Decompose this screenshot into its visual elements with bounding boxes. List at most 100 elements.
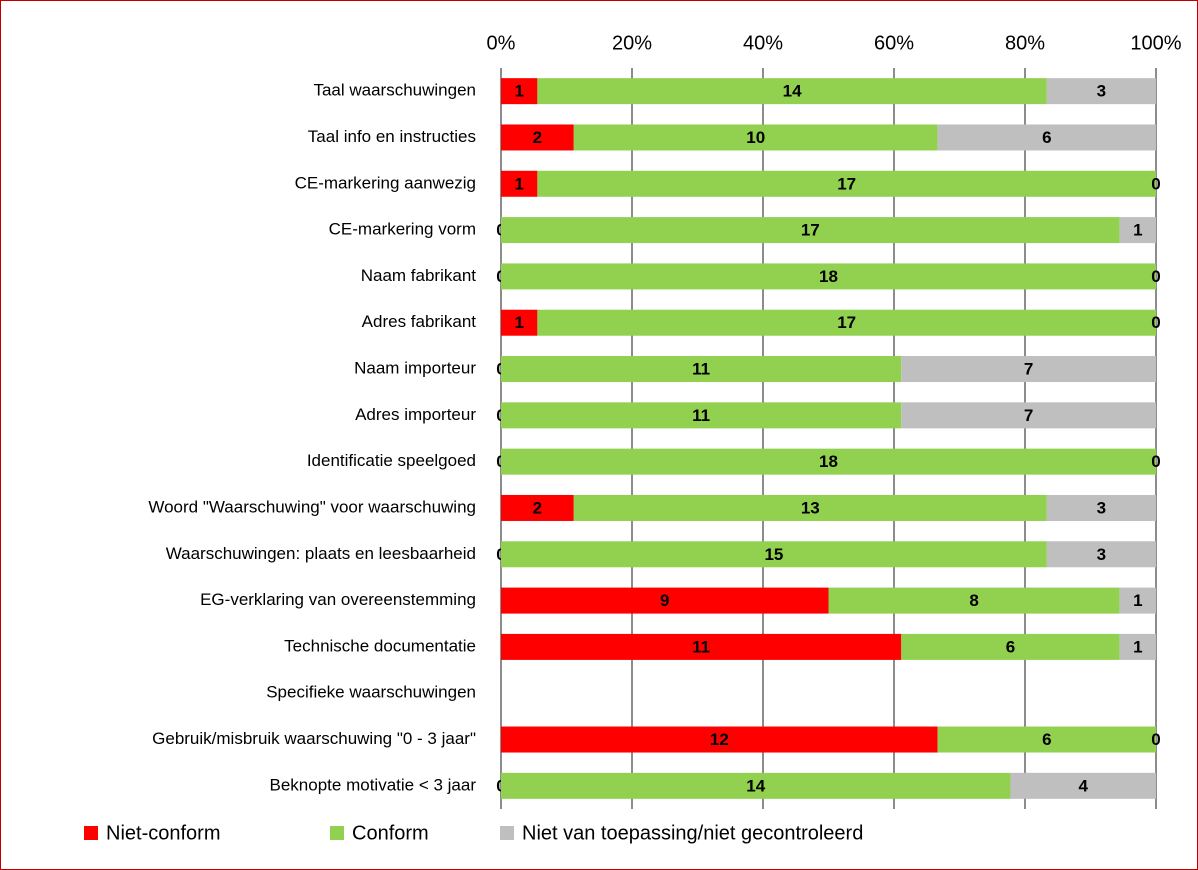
y-tick-label: Identificatie speelgoed (307, 451, 476, 470)
bar-segment (1046, 494, 1156, 521)
bar-segment (501, 587, 829, 614)
value-label: 11 (692, 406, 710, 425)
x-tick-label: 100% (1130, 32, 1181, 54)
y-tick-label: Naam importeur (354, 359, 476, 378)
value-label: 6 (1042, 128, 1051, 147)
bar-segment (1046, 78, 1156, 105)
bar-segment (501, 217, 1120, 244)
value-label: 0 (1151, 730, 1160, 749)
value-label: 1 (1133, 637, 1142, 656)
legend-label: Niet van toepassing/niet gecontroleerd (522, 822, 863, 844)
legend-swatch (500, 826, 514, 840)
value-label: 7 (1024, 360, 1033, 379)
bar-segment (501, 772, 1011, 799)
legend-swatch (330, 826, 344, 840)
y-tick-label: Adres fabrikant (362, 312, 477, 331)
bar-segment (501, 263, 1156, 290)
y-tick-label: CE-markering aanwezig (295, 173, 476, 192)
bar-segment (501, 124, 574, 151)
bar-segment (1010, 772, 1156, 799)
y-tick-label: CE-markering vorm (329, 220, 476, 239)
value-label: 17 (801, 221, 820, 240)
bar-segment (1119, 633, 1156, 660)
value-label: 2 (533, 498, 542, 517)
x-tick-label: 20% (612, 32, 652, 54)
value-label: 10 (746, 128, 765, 147)
x-tick-label: 40% (743, 32, 783, 54)
bar-segment (901, 402, 1156, 429)
y-tick-label: Gebruik/misbruik waarschuwing "0 - 3 jaa… (152, 729, 476, 748)
y-tick-label: Woord "Waarschuwing" voor waarschuwing (148, 497, 476, 516)
value-label: 3 (1097, 498, 1106, 517)
y-tick-label: EG-verklaring van overeenstemming (200, 590, 476, 609)
value-label: 11 (692, 637, 710, 656)
value-label: 12 (710, 730, 729, 749)
bar-segment (501, 309, 538, 336)
y-tick-label: Naam fabrikant (361, 266, 477, 285)
y-tick-label: Adres importeur (355, 405, 476, 424)
value-label: 6 (1042, 730, 1051, 749)
value-label: 17 (837, 313, 856, 332)
value-label: 0 (1151, 452, 1160, 471)
value-label: 1 (514, 82, 523, 101)
value-label: 18 (819, 452, 838, 471)
value-label: 0 (1151, 267, 1160, 286)
bar-segment (901, 633, 1120, 660)
bar-segment (937, 726, 1156, 753)
x-tick-label: 80% (1005, 32, 1045, 54)
bar-segment (573, 124, 938, 151)
value-label: 13 (801, 498, 820, 517)
value-label: 8 (969, 591, 978, 610)
value-label: 17 (837, 174, 856, 193)
value-label: 1 (514, 313, 523, 332)
bar-segment (501, 356, 902, 383)
value-label: 7 (1024, 406, 1033, 425)
bar-segment (537, 170, 1156, 197)
value-label: 15 (764, 545, 783, 564)
value-label: 3 (1097, 545, 1106, 564)
y-tick-label: Taal info en instructies (308, 127, 476, 146)
legend-label: Conform (352, 822, 429, 844)
bar-segment (501, 402, 902, 429)
value-label: 18 (819, 267, 838, 286)
legend-label: Niet-conform (106, 822, 220, 844)
value-label: 9 (660, 591, 669, 610)
bar-segment (1119, 217, 1156, 244)
value-label: 2 (533, 128, 542, 147)
bar-segment (1046, 541, 1156, 568)
bar-segment (1119, 587, 1156, 614)
value-label: 1 (514, 174, 523, 193)
bar-segment (501, 170, 538, 197)
bar-segment (501, 726, 938, 753)
bar-segment (537, 78, 1047, 105)
bar-segment (501, 448, 1156, 475)
value-label: 4 (1078, 776, 1088, 795)
legend-swatch (84, 826, 98, 840)
y-tick-label: Waarschuwingen: plaats en leesbaarheid (166, 544, 476, 563)
value-label: 0 (1151, 174, 1160, 193)
bar-segment (501, 633, 902, 660)
value-label: 14 (783, 82, 802, 101)
bar-segment (573, 494, 1047, 521)
y-tick-label: Technische documentatie (284, 636, 476, 655)
bar-segment (828, 587, 1120, 614)
value-label: 6 (1006, 637, 1015, 656)
bar-segment (501, 541, 1047, 568)
y-tick-label: Specifieke waarschuwingen (266, 683, 476, 702)
bar-segment (901, 356, 1156, 383)
y-tick-label: Beknopte motivatie < 3 jaar (270, 775, 477, 794)
bar-segment (501, 494, 574, 521)
bar-segment (501, 78, 538, 105)
value-label: 3 (1097, 82, 1106, 101)
x-tick-label: 0% (487, 32, 516, 54)
value-label: 0 (1151, 313, 1160, 332)
value-label: 14 (746, 776, 765, 795)
y-tick-label: Taal waarschuwingen (313, 81, 476, 100)
value-label: 1 (1133, 591, 1142, 610)
bar-segment (937, 124, 1156, 151)
value-label: 1 (1133, 221, 1142, 240)
bar-segment (537, 309, 1156, 336)
value-label: 11 (692, 360, 710, 379)
x-tick-label: 60% (874, 32, 914, 54)
